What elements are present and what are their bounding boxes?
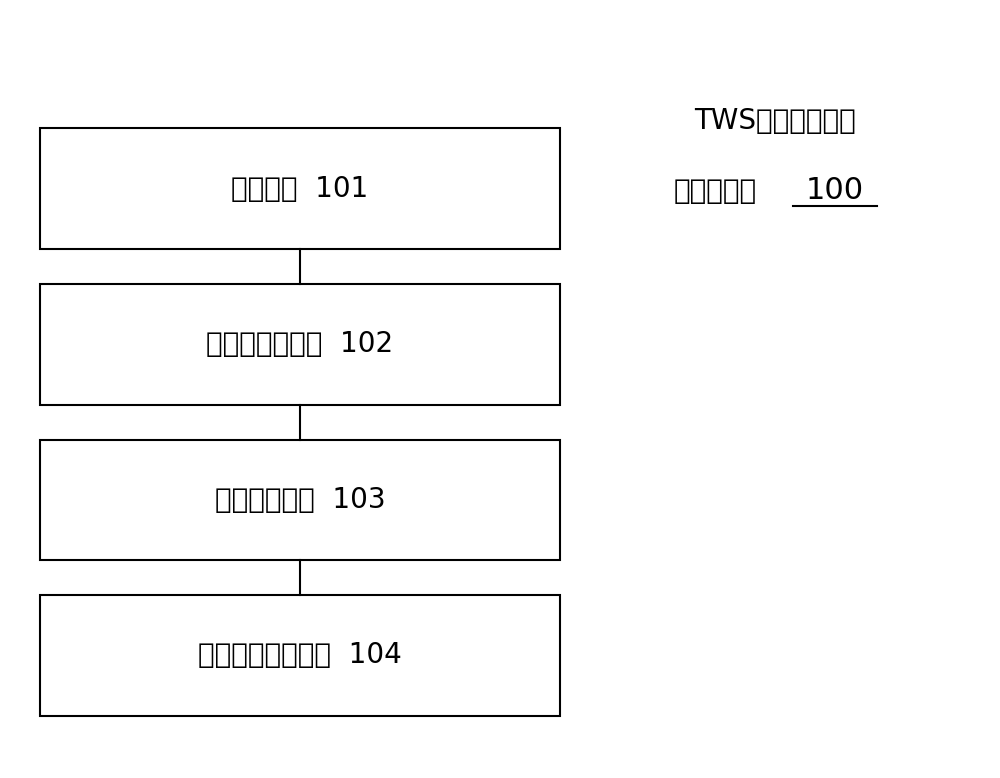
Text: TWS耳机系统低延: TWS耳机系统低延 bbox=[694, 107, 856, 135]
Bar bbox=[40, 440, 560, 560]
Text: 100: 100 bbox=[806, 176, 864, 205]
Text: 第一解码播放模块  104: 第一解码播放模块 104 bbox=[198, 642, 402, 669]
Bar bbox=[40, 284, 560, 405]
Text: 检测模块  101: 检测模块 101 bbox=[231, 175, 369, 202]
Bar bbox=[40, 595, 560, 716]
Text: 充电盒连接模块  102: 充电盒连接模块 102 bbox=[206, 331, 394, 358]
Text: 接收编码模块  103: 接收编码模块 103 bbox=[215, 486, 385, 513]
Bar bbox=[40, 128, 560, 249]
Text: 迟传输装置: 迟传输装置 bbox=[673, 177, 757, 205]
